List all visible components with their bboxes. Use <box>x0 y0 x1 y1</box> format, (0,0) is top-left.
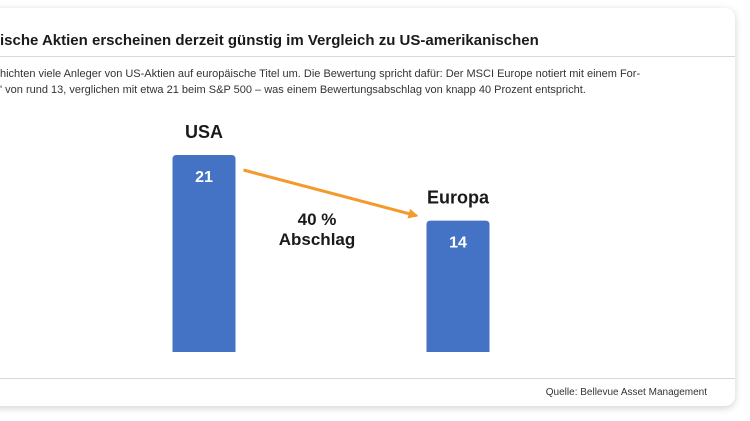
description-line-2: ' von rund 13, verglichen mit etwa 21 be… <box>0 84 586 96</box>
discount-annotation-value: 40 % <box>298 210 337 229</box>
description: hichten viele Anleger von US-Aktien auf … <box>0 66 640 98</box>
value-label-usa: 21 <box>195 169 213 186</box>
category-label-usa: USA <box>185 122 223 142</box>
discount-annotation-label: Abschlag <box>279 230 356 249</box>
description-line-1: hichten viele Anleger von US-Aktien auf … <box>0 68 641 80</box>
discount-arrow <box>243 168 419 219</box>
bar-europa <box>426 220 490 352</box>
chart-card: ische Aktien erscheinen derzeit günstig … <box>0 8 735 406</box>
title-divider <box>0 56 735 57</box>
bar-usa <box>172 155 236 352</box>
value-label-europa: 14 <box>449 235 467 252</box>
source-note: Quelle: Bellevue Asset Management <box>545 387 707 398</box>
category-label-europa: Europa <box>427 188 490 208</box>
footer-divider <box>0 378 735 379</box>
bars-group: 21 USA 14 Europa <box>172 122 490 352</box>
chart-title: ische Aktien erscheinen derzeit günstig … <box>0 32 539 49</box>
